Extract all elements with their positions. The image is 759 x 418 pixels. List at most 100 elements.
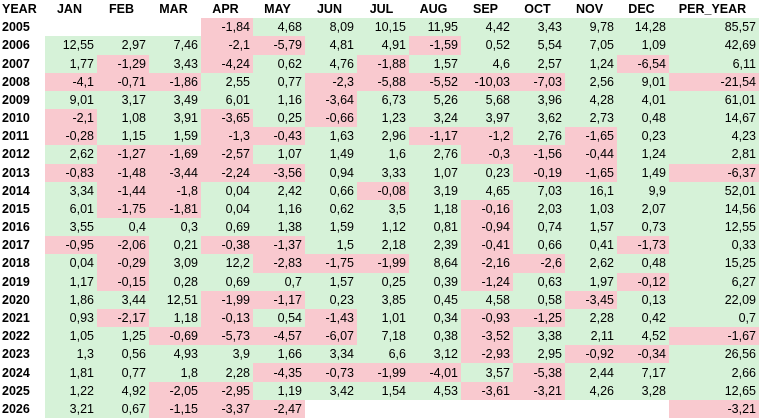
month-value-cell: -1,56 [513, 145, 565, 164]
month-value-cell: 1,81 [45, 363, 97, 382]
table-row: 2017 -0,95 -2,06 0,21 -0,38 -1,37 1,5 2,18 2,39-… [0, 236, 759, 255]
per-year-cell: 12,65 [669, 381, 759, 400]
month-value-cell: 1,54 [357, 381, 409, 400]
month-value-cell: 14,28 [617, 18, 669, 37]
table-body: 2005 -1,84 4,68 8,09 10,15 11,95 4,42 3,43 9,78 1… [0, 18, 759, 418]
per-year-cell: 14,56 [669, 199, 759, 219]
month-value-cell: 1,38 [253, 218, 305, 237]
year-cell: 2007 [0, 54, 45, 73]
month-value-cell: -0,94 [461, 218, 513, 237]
per-year-cell: 2,66 [669, 363, 759, 382]
table-row: 2026 3,21 0,67 -1,15 -3,37 -2,47 -3,21 [0, 399, 759, 418]
month-value-cell: -1,86 [149, 72, 201, 91]
month-value-cell: 0,69 [201, 218, 253, 237]
month-value-cell: 3,57 [461, 363, 513, 382]
month-value-cell [357, 399, 409, 418]
month-value-cell: 0,23 [305, 290, 357, 309]
month-value-cell: -1,73 [617, 236, 669, 255]
month-value-cell [513, 399, 565, 418]
month-value-cell: -0,73 [305, 363, 357, 382]
month-value-cell: -1,65 [565, 127, 617, 146]
month-value-cell: -0,95 [45, 236, 97, 255]
month-value-cell: -0,08 [357, 181, 409, 200]
year-cell: 2011 [0, 127, 45, 146]
month-value-cell: 3,49 [149, 90, 201, 110]
month-value-cell: -4,1 [45, 72, 97, 91]
month-value-cell: -2,47 [253, 399, 305, 418]
month-value-cell: 0,41 [565, 236, 617, 255]
month-value-cell: -10,03 [461, 72, 513, 91]
month-value-cell: 3,43 [513, 18, 565, 37]
year-cell: 2005 [0, 18, 45, 37]
month-value-cell: 8,09 [305, 18, 357, 37]
table-row: 2009 9,01 3,17 3,49 6,01 1,16 -3,64 6,73 5,26 5,6… [0, 90, 759, 110]
month-value-cell: 1,57 [565, 218, 617, 237]
month-value-cell: 0,23 [617, 127, 669, 146]
month-value-cell: 0,94 [305, 163, 357, 182]
per-year-cell: 2,81 [669, 145, 759, 164]
month-value-cell: 9,01 [617, 72, 669, 91]
month-value-cell: 1,66 [253, 345, 305, 364]
month-value-cell: 3,38 [513, 327, 565, 346]
month-value-cell: 4,52 [617, 327, 669, 346]
month-value-cell: 1,09 [617, 36, 669, 55]
month-value-cell: 6,73 [357, 90, 409, 110]
year-cell: 2025 [0, 381, 45, 400]
month-value-cell: 9,01 [45, 90, 97, 110]
month-value-cell: -0,44 [565, 145, 617, 164]
month-value-cell [305, 399, 357, 418]
year-cell: 2019 [0, 272, 45, 291]
month-value-cell: -0,93 [461, 308, 513, 328]
month-value-cell: -5,79 [253, 36, 305, 55]
column-header-nov: NOV [565, 0, 617, 19]
column-header-apr: APR [201, 0, 253, 19]
year-cell: 2013 [0, 163, 45, 182]
month-value-cell: -1,65 [565, 163, 617, 182]
month-value-cell: 3,33 [357, 163, 409, 182]
month-value-cell: 3,9 [201, 345, 253, 364]
table-row: 2023 1,3 0,56 4,93 3,9 1,66 3,34 6,6 3,12 -2,93 2,… [0, 345, 759, 364]
month-value-cell: 7,18 [357, 327, 409, 346]
month-value-cell: -1,99 [201, 290, 253, 309]
month-value-cell: 1,01 [357, 308, 409, 328]
month-value-cell: 4,28 [565, 90, 617, 110]
month-value-cell: 1,03 [565, 199, 617, 219]
month-value-cell: 0,04 [201, 181, 253, 200]
month-value-cell: 1,59 [149, 127, 201, 146]
month-value-cell: -1,29 [97, 54, 149, 73]
per-year-cell: -21,54 [669, 72, 759, 91]
month-value-cell: 0,58 [513, 290, 565, 309]
year-cell: 2006 [0, 36, 45, 55]
table-row: 2008 -4,1 -0,71 -1,86 2,55 0,77 -2,3 -5,88 -5,52… [0, 72, 759, 91]
month-value-cell [97, 18, 149, 37]
month-value-cell: 6,01 [201, 90, 253, 110]
month-value-cell: -4,01 [409, 363, 461, 382]
month-value-cell: -1,15 [149, 399, 201, 418]
month-value-cell: 4,58 [461, 290, 513, 309]
month-value-cell: 2,11 [565, 327, 617, 346]
month-value-cell: 0,04 [201, 199, 253, 219]
month-value-cell: 3,34 [45, 181, 97, 200]
month-value-cell: -2,3 [305, 72, 357, 91]
month-value-cell: -3,61 [461, 381, 513, 400]
month-value-cell: 7,46 [149, 36, 201, 55]
month-value-cell: 10,15 [357, 18, 409, 37]
year-cell: 2021 [0, 308, 45, 328]
month-value-cell: 1,17 [45, 272, 97, 291]
month-value-cell: 4,65 [461, 181, 513, 200]
month-value-cell: -4,24 [201, 54, 253, 73]
table-row: 2021 0,93 -2,17 1,18 -0,13 0,54 -1,43 1,01 0,34-… [0, 308, 759, 328]
column-header-per-year: PER_YEAR [669, 0, 759, 19]
month-value-cell: -5,73 [201, 327, 253, 346]
month-value-cell: -2,24 [201, 163, 253, 182]
column-header-jan: JAN [45, 0, 97, 19]
month-value-cell: -6,54 [617, 54, 669, 73]
month-value-cell: -2,57 [201, 145, 253, 164]
month-value-cell: 0,48 [617, 109, 669, 128]
month-value-cell: -3,56 [253, 163, 305, 182]
month-value-cell: 1,18 [409, 199, 461, 219]
month-value-cell: -4,57 [253, 327, 305, 346]
month-value-cell: 0,42 [617, 308, 669, 328]
month-value-cell: -3,45 [565, 290, 617, 309]
month-value-cell: 4,68 [253, 18, 305, 37]
